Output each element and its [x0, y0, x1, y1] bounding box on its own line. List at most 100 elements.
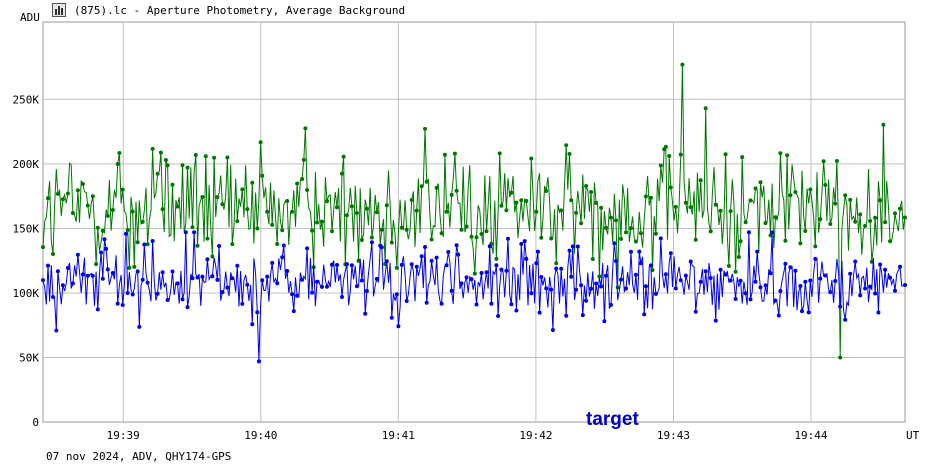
data-point [499, 203, 504, 208]
series-2 [41, 230, 907, 364]
data-point [680, 62, 685, 67]
data-point [155, 291, 160, 296]
data-point [160, 270, 165, 275]
data-point [833, 279, 838, 283]
data-point [354, 284, 359, 289]
data-point [394, 265, 399, 270]
data-point [399, 262, 404, 267]
data-point [65, 191, 70, 196]
data-point [718, 208, 723, 213]
y-tick-label: 150K [13, 222, 40, 235]
data-point [220, 202, 225, 207]
data-point [190, 225, 195, 230]
data-point [301, 157, 306, 162]
data-point [813, 244, 818, 249]
data-point [549, 287, 554, 292]
data-point [514, 200, 519, 205]
data-point [474, 235, 479, 240]
data-point [250, 180, 255, 185]
data-point [100, 228, 105, 233]
data-point [594, 200, 599, 205]
data-point [803, 229, 808, 233]
data-point [479, 232, 484, 236]
data-point [439, 301, 444, 306]
data-point [570, 244, 575, 249]
data-point [464, 224, 469, 229]
data-point [90, 194, 95, 199]
data-point [609, 215, 613, 220]
data-point [863, 286, 868, 291]
data-point [868, 284, 873, 289]
data-point [604, 273, 608, 278]
data-point [374, 276, 379, 281]
data-point [834, 159, 839, 163]
data-point [893, 211, 897, 216]
y-tick-label: 100K [13, 287, 40, 300]
data-point [291, 309, 296, 314]
data-point [354, 211, 359, 215]
data-point [429, 237, 434, 242]
data-point [873, 291, 878, 296]
data-point [396, 324, 401, 329]
data-point [519, 198, 524, 203]
data-point [873, 215, 878, 220]
data-point [240, 301, 245, 306]
data-point [275, 281, 280, 286]
data-point [235, 263, 240, 268]
data-point [349, 263, 354, 268]
data-point [688, 259, 693, 264]
data-point [203, 154, 208, 159]
data-point [255, 310, 260, 315]
data-point [409, 198, 414, 202]
data-point [579, 283, 584, 288]
data-point [800, 309, 804, 314]
data-point [743, 291, 748, 296]
x-tick-label: 19:40 [244, 429, 277, 442]
data-point [379, 245, 384, 250]
data-point [642, 312, 647, 317]
data-point [240, 187, 245, 192]
data-point [589, 190, 594, 194]
data-point [589, 286, 594, 291]
data-point [210, 274, 215, 279]
data-point [359, 278, 364, 283]
data-point [175, 281, 180, 286]
data-point [798, 241, 803, 246]
chart-window-icon [52, 3, 66, 17]
data-point [135, 269, 140, 274]
footer-info: 07 nov 2024, ADV, QHY174-GPS [46, 450, 232, 463]
data-point [245, 207, 250, 212]
data-point [290, 292, 295, 297]
data-point [429, 258, 434, 263]
data-point [564, 143, 569, 148]
data-point [537, 310, 542, 315]
data-point [888, 239, 893, 244]
data-point [340, 295, 344, 299]
data-point [663, 272, 668, 277]
data-point [602, 319, 607, 324]
data-point [708, 276, 713, 280]
data-point [698, 279, 703, 284]
data-point [439, 231, 444, 236]
data-point [145, 242, 150, 247]
data-point [633, 272, 638, 277]
data-point [290, 209, 295, 214]
data-point [497, 151, 502, 156]
data-point [708, 229, 713, 234]
x-tick-label: 19:42 [519, 429, 552, 442]
data-point [733, 269, 738, 274]
data-point [281, 243, 286, 248]
data-point [484, 270, 489, 275]
data-point [487, 244, 492, 249]
data-point [848, 197, 853, 202]
data-point [424, 300, 429, 305]
data-point [740, 155, 745, 160]
data-point [65, 266, 70, 270]
data-point [643, 284, 648, 289]
data-point [629, 249, 633, 254]
data-point [768, 271, 773, 276]
data-point [858, 212, 863, 217]
data-point [200, 274, 205, 279]
data-point [763, 283, 768, 288]
series-1 [41, 62, 907, 360]
